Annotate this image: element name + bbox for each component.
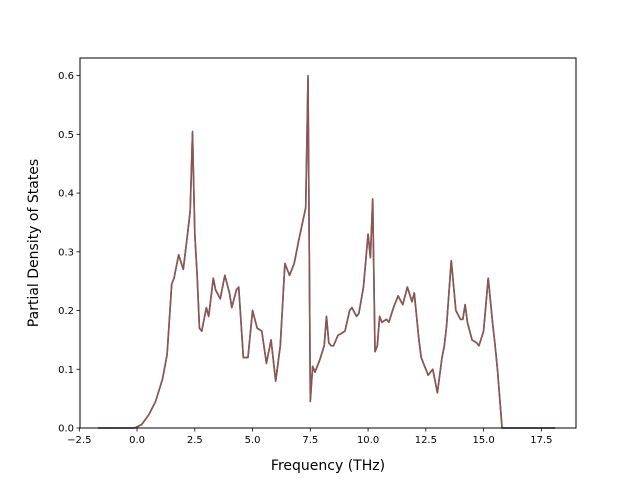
y-tick-label: 0.2 bbox=[58, 306, 74, 317]
y-tick-label: 0.5 bbox=[58, 130, 74, 141]
plot-frame bbox=[79, 57, 577, 429]
x-axis-label: Frequency (THz) bbox=[271, 458, 385, 474]
series-line-1 bbox=[97, 74, 556, 429]
y-tick-label: 0.0 bbox=[58, 424, 74, 435]
x-tick-label: 5.0 bbox=[245, 435, 261, 446]
y-tick-label: 0.3 bbox=[58, 247, 74, 258]
series-line-2 bbox=[97, 77, 556, 429]
x-tick-label: 7.5 bbox=[302, 435, 318, 446]
y-axis: 0.0 0.1 0.2 0.3 0.4 0.5 0.6 bbox=[58, 71, 80, 435]
y-tick-label: 0.1 bbox=[58, 365, 74, 376]
x-tick-label: 0.0 bbox=[129, 435, 145, 446]
series-layer bbox=[97, 74, 556, 429]
y-tick-label: 0.4 bbox=[58, 189, 74, 200]
x-tick-label: 10.0 bbox=[357, 435, 379, 446]
x-tick-label: −2.5 bbox=[67, 435, 91, 446]
x-tick-label: 12.5 bbox=[415, 435, 437, 446]
x-tick-label: 2.5 bbox=[187, 435, 203, 446]
x-tick-label: 15.0 bbox=[472, 435, 494, 446]
x-tick-label: 17.5 bbox=[530, 435, 552, 446]
y-axis-label: Partial Density of States bbox=[26, 159, 42, 327]
y-tick-label: 0.6 bbox=[58, 71, 74, 82]
x-axis: −2.5 0.0 2.5 5.0 7.5 10.0 12.5 15.0 17.5 bbox=[67, 428, 552, 446]
